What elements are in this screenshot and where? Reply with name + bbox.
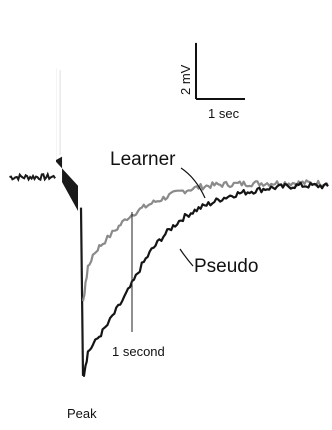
scale-bar-x-label: 1 sec [208,106,240,121]
scale-bar: 2 mV 1 sec [178,42,245,121]
series-line-pseudo [81,181,329,377]
series-line-learner [81,179,329,302]
stimulus-artifact [56,68,78,211]
legend-label-pseudo: Pseudo [194,256,258,277]
one-second-marker-label: 1 second [112,344,165,359]
baseline-trace [9,171,56,183]
learner-leader-line [180,167,206,199]
baseline-trace-group [9,171,56,183]
peak-label: Peak [67,406,97,421]
legend-label-learner: Learner [110,149,176,170]
scale-bar-y-label: 2 mV [178,64,193,95]
pseudo-leader-line [179,248,194,267]
peak-drop-line [79,207,85,376]
stimulus-artifact-group [56,68,85,376]
series-labels: Learner Pseudo [110,149,258,277]
series-group [81,179,329,377]
